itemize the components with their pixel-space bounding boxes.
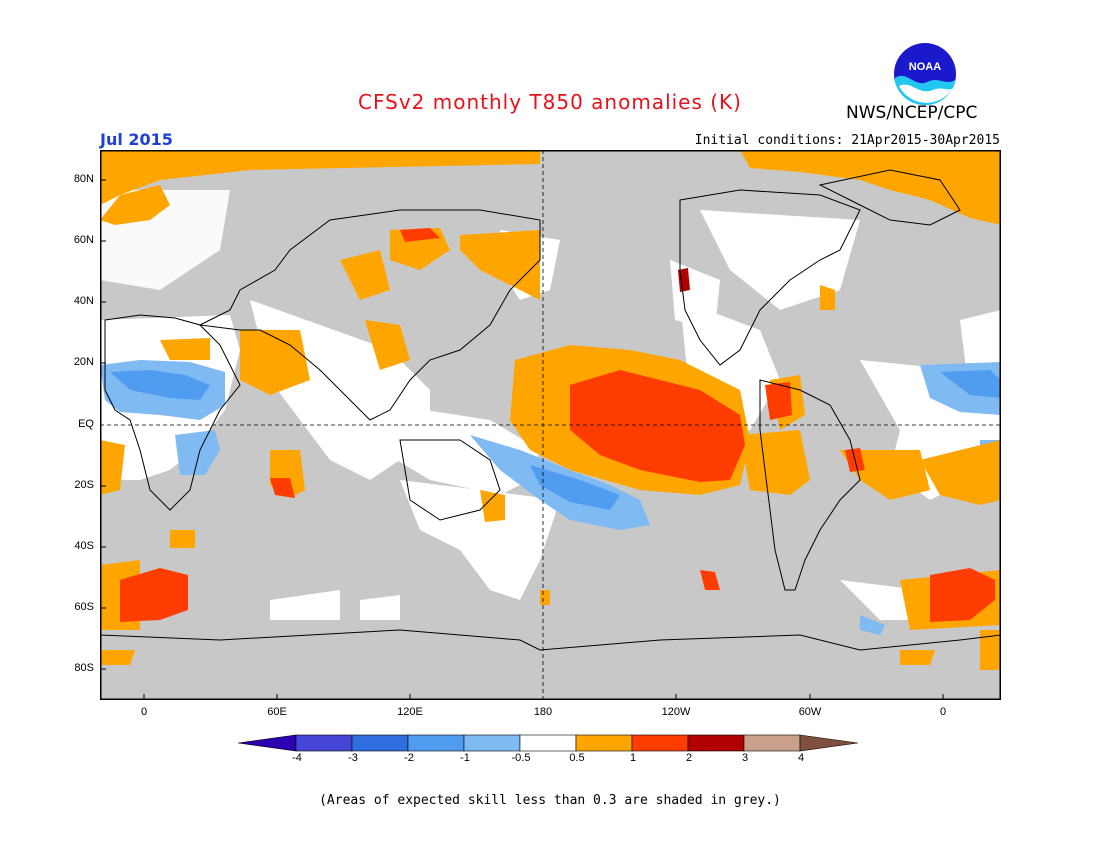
colorbar-swatch: [407, 734, 465, 752]
lat-label-60s: 60S: [74, 601, 94, 613]
lat-label-60n: 60N: [73, 234, 94, 246]
map-frame: [100, 150, 1001, 700]
colorbar-swatch: [463, 734, 521, 752]
map-gridlines: [100, 150, 1001, 700]
lon-label-60e: 60E: [267, 706, 287, 718]
colorbar-swatch: [743, 734, 801, 752]
skill-footnote: (Areas of expected skill less than 0.3 a…: [319, 793, 781, 808]
colorbar-swatch: [519, 734, 577, 752]
lon-label-180: 180: [533, 706, 553, 718]
lat-label-eq: EQ: [78, 418, 94, 430]
lat-label-40s: 40S: [74, 540, 94, 552]
lat-label-20n: 20N: [73, 356, 94, 368]
colorbar-label: 3: [741, 752, 749, 764]
valid-month: Jul 2015: [100, 130, 173, 149]
colorbar-label: -4: [292, 752, 302, 764]
lat-label-20s: 20S: [74, 479, 94, 491]
colorbar-swatch: [238, 734, 297, 752]
lon-label-120e: 120E: [397, 706, 423, 718]
noaa-logo: NOAA: [893, 42, 957, 110]
colorbar-swatch: [687, 734, 745, 752]
lon-label-120w: 120W: [661, 706, 691, 718]
lat-label-80n: 80N: [73, 173, 94, 185]
colorbar-label: 0.5: [569, 752, 585, 764]
anomaly-map: [100, 150, 1001, 700]
colorbar-swatch: [351, 734, 409, 752]
colorbar-swatch: [631, 734, 689, 752]
lat-label-80s: 80S: [74, 662, 94, 674]
lon-label-0: 0: [140, 706, 148, 718]
red-anomaly-regions: [120, 228, 995, 622]
initial-conditions: Initial conditions: 21Apr2015-30Apr2015: [694, 133, 1000, 148]
colorbar-label: 1: [629, 752, 637, 764]
lon-label-0-right: 0: [939, 706, 947, 718]
coastlines: [100, 169, 1001, 651]
blue-anomaly-regions: [110, 370, 1001, 510]
colorbar-label: 4: [797, 752, 805, 764]
lat-label-40n: 40N: [73, 295, 94, 307]
logo-text: NOAA: [909, 61, 941, 73]
colorbar: [238, 734, 859, 752]
colorbar-swatches: [238, 734, 859, 752]
colorbar-swatch: [799, 734, 859, 752]
colorbar-label: -2: [404, 752, 414, 764]
colorbar-label: -0.5: [511, 752, 531, 764]
colorbar-label: 2: [685, 752, 693, 764]
colorbar-swatch: [295, 734, 353, 752]
colorbar-swatch: [575, 734, 633, 752]
map-ticks: [100, 179, 944, 700]
colorbar-label: -1: [460, 752, 470, 764]
map-title: CFSv2 monthly T850 anomalies (K): [358, 90, 742, 114]
organization-label: NWS/NCEP/CPC: [846, 103, 978, 123]
lon-label-60w: 60W: [798, 706, 822, 718]
colorbar-label: -3: [348, 752, 358, 764]
